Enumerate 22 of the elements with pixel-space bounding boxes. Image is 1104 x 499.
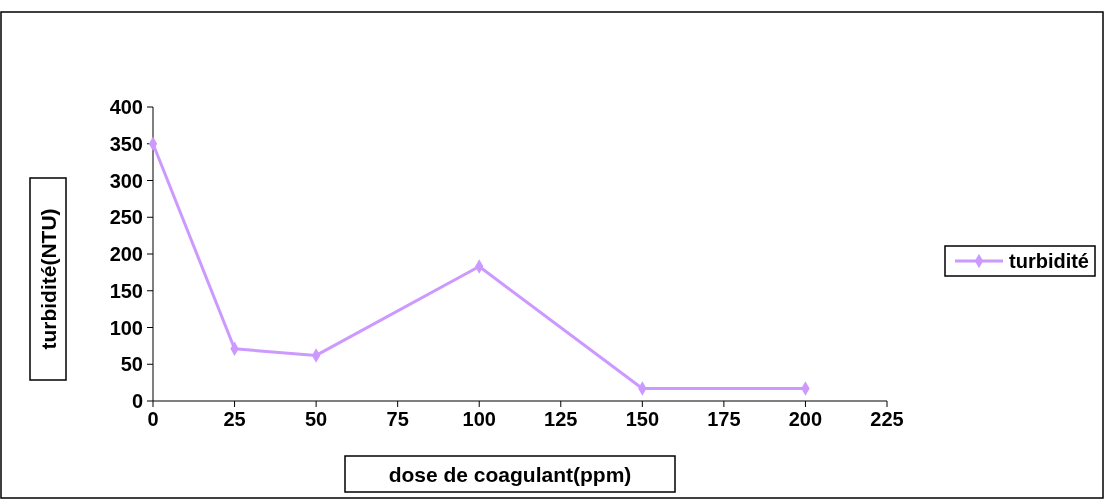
legend-label: turbidité bbox=[1009, 250, 1089, 272]
x-tick-label: 175 bbox=[707, 408, 741, 430]
x-tick-label: 150 bbox=[625, 408, 660, 430]
x-tick-label: 75 bbox=[386, 408, 409, 430]
x-tick-label: 200 bbox=[788, 408, 823, 430]
y-tick-label: 150 bbox=[109, 279, 143, 302]
x-tick-label: 0 bbox=[147, 408, 159, 430]
x-tick-label: 100 bbox=[462, 408, 496, 430]
y-tick-label: 300 bbox=[109, 169, 143, 192]
y-tick-label: 350 bbox=[109, 132, 143, 155]
x-axis-title: dose de coagulant(ppm) bbox=[388, 463, 632, 486]
y-tick-label: 50 bbox=[120, 353, 143, 376]
y-tick-label: 100 bbox=[109, 316, 143, 339]
y-tick-label: 200 bbox=[109, 243, 143, 265]
y-tick-label: 400 bbox=[109, 96, 143, 118]
y-axis-title: turbidité(NTU) bbox=[37, 208, 60, 350]
x-tick-label: 50 bbox=[304, 408, 328, 430]
x-tick-label: 125 bbox=[544, 408, 578, 430]
y-tick-label: 0 bbox=[131, 390, 143, 412]
y-tick-label: 250 bbox=[109, 206, 143, 229]
x-tick-label: 225 bbox=[870, 408, 904, 430]
x-tick-label: 25 bbox=[223, 408, 246, 430]
